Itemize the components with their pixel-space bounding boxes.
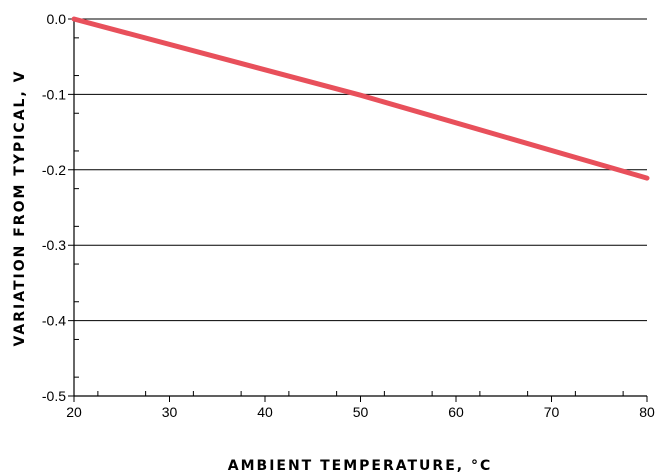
- x-tick-label: 30: [162, 404, 178, 420]
- y-tick-label: -0.5: [42, 388, 66, 404]
- grid-lines: [68, 18, 648, 402]
- x-tick-label: 60: [448, 404, 464, 420]
- y-tick-labels: 0.0 -0.1 -0.2 -0.3 -0.4 -0.5: [42, 11, 66, 404]
- y-tick-label: -0.1: [42, 86, 66, 102]
- y-tick-label: 0.0: [47, 11, 67, 27]
- y-axis-title: VARIATION FROM TYPICAL, V: [12, 70, 28, 347]
- x-tick-label: 20: [66, 404, 82, 420]
- y-tick-label: -0.4: [42, 313, 66, 329]
- y-tick-label: -0.2: [42, 162, 66, 178]
- x-tick-label: 70: [544, 404, 560, 420]
- x-tick-label: 40: [257, 404, 273, 420]
- x-tick-labels: 20 30 40 50 60 70 80: [66, 404, 655, 420]
- series-line: [71, 16, 650, 181]
- minor-ticks: [74, 37, 624, 396]
- y-tick-label: -0.3: [42, 237, 66, 253]
- x-axis-title: AMBIENT TEMPERATURE, °C: [228, 458, 492, 474]
- x-tick-label: 50: [353, 404, 369, 420]
- x-tick-label: 80: [639, 404, 655, 420]
